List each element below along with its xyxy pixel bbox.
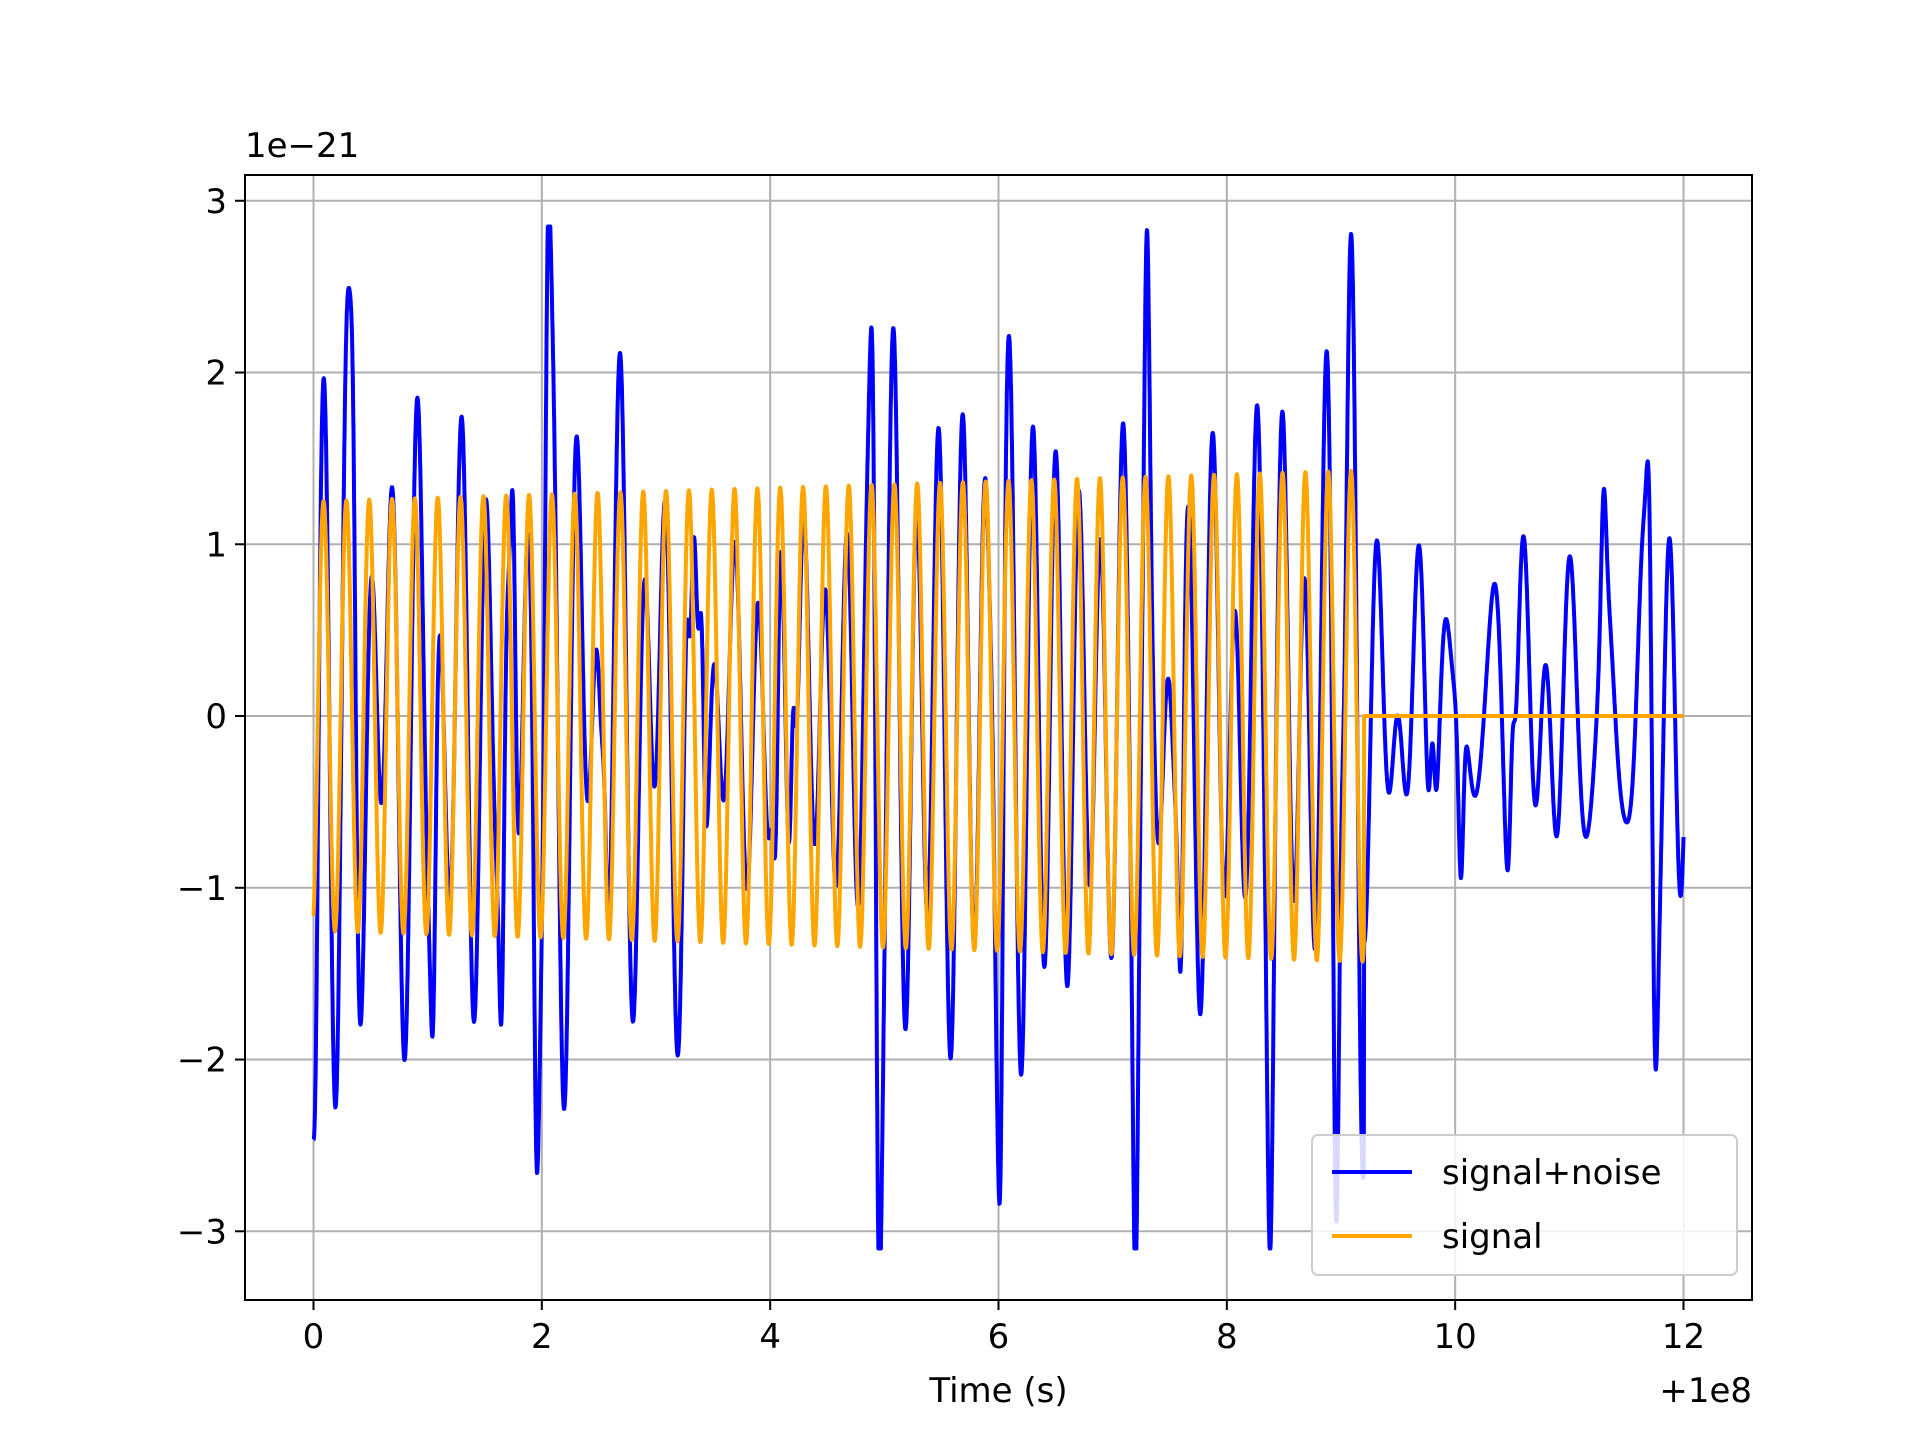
- legend-label-signal: signal: [1442, 1217, 1543, 1257]
- x-tick-label: 6: [988, 1317, 1010, 1357]
- y-tick-label: −1: [177, 869, 227, 909]
- y-tick-label: −2: [177, 1041, 227, 1081]
- legend-label-signal-noise: signal+noise: [1442, 1153, 1662, 1193]
- y-tick-label: 1: [205, 525, 227, 565]
- y-tick-label: 3: [205, 182, 227, 222]
- y-tick-label: 0: [205, 697, 227, 737]
- x-axis-title: Time (s): [928, 1371, 1067, 1411]
- y-tick-label: 2: [205, 354, 227, 394]
- x-tick-label: 12: [1662, 1317, 1705, 1357]
- x-tick-label: 0: [303, 1317, 325, 1357]
- series-line-signal: [311, 468, 1686, 964]
- x-tick-label: 8: [1216, 1317, 1238, 1357]
- y-tick-label: −3: [177, 1212, 227, 1252]
- series-layer: [311, 224, 1686, 1251]
- x-tick-label: 4: [759, 1317, 781, 1357]
- y-scale-label: 1e−21: [245, 126, 359, 166]
- x-tick-label: 2: [531, 1317, 553, 1357]
- x-tick-label: 10: [1434, 1317, 1477, 1357]
- legend: signal+noise signal: [1311, 1134, 1738, 1276]
- legend-box: [1311, 1134, 1738, 1276]
- x-offset-label: +1e8: [1659, 1371, 1752, 1411]
